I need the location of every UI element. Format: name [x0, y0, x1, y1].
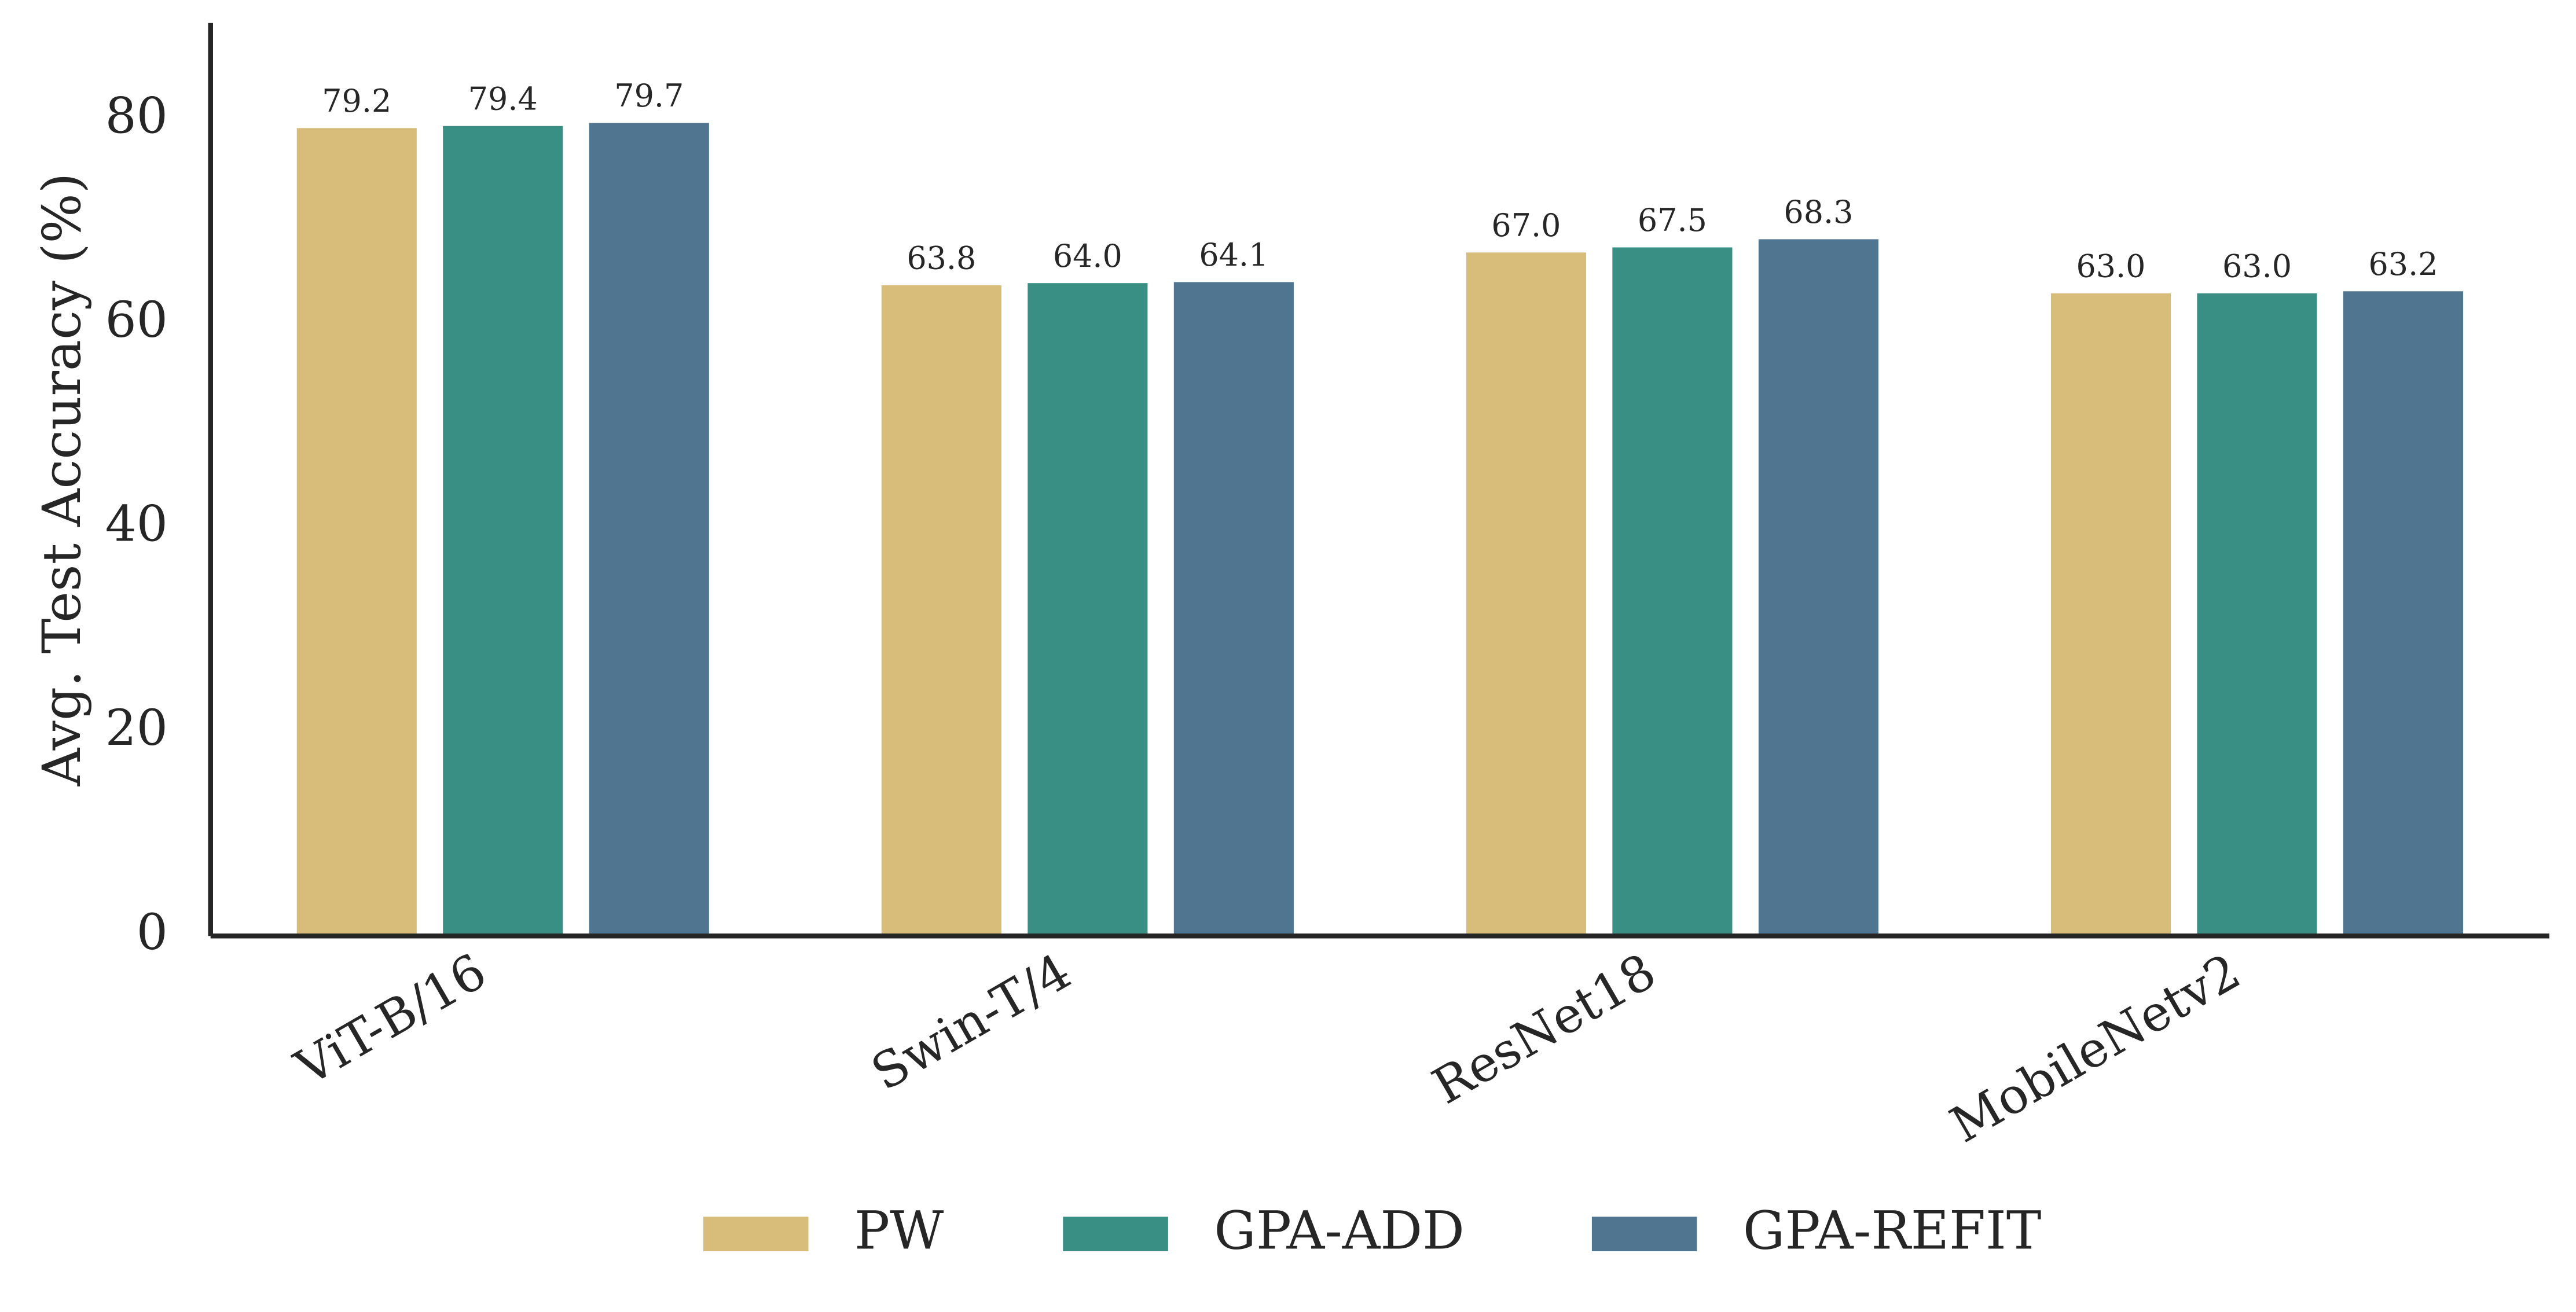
- legend-label: GPA-ADD: [1214, 1201, 1465, 1262]
- x-tick-label: Swin-T/4: [862, 943, 1080, 1102]
- legend-swatch: [703, 1217, 809, 1252]
- data-label: 63.0: [2076, 248, 2145, 284]
- data-label: 64.0: [1053, 238, 1122, 274]
- bar: [2197, 293, 2317, 936]
- data-label: 63.8: [907, 240, 976, 276]
- legend-swatch: [1591, 1217, 1697, 1252]
- data-label: 79.2: [322, 83, 391, 119]
- data-label: 64.1: [1199, 237, 1268, 273]
- x-tick-label: ViT-B/16: [285, 943, 496, 1097]
- data-label: 63.2: [2369, 246, 2438, 282]
- bar: [881, 285, 1001, 936]
- y-axis-label: Avg. Test Accuracy (%): [32, 173, 93, 787]
- legend-label: GPA-REFIT: [1743, 1201, 2042, 1262]
- legend-label: PW: [854, 1201, 944, 1262]
- bar: [2343, 291, 2464, 936]
- data-label: 79.7: [614, 78, 684, 114]
- bar: [1173, 282, 1294, 936]
- y-tick-label: 0: [137, 904, 168, 961]
- bar: [589, 123, 709, 936]
- data-label: 67.5: [1638, 202, 1707, 238]
- bar: [443, 126, 563, 936]
- bar: [296, 128, 417, 936]
- bar: [1612, 247, 1733, 936]
- data-label: 79.4: [468, 80, 538, 117]
- x-tick-label: MobileNetv2: [1941, 943, 2250, 1154]
- y-tick-label: 60: [105, 292, 168, 349]
- y-tick-label: 40: [105, 496, 168, 553]
- legend-swatch: [1063, 1217, 1168, 1252]
- bar: [1028, 283, 1148, 936]
- data-label: 63.0: [2222, 248, 2292, 284]
- data-label: 68.3: [1784, 194, 1853, 230]
- x-tick-label: ResNet18: [1423, 943, 1665, 1115]
- data-label: 67.0: [1491, 207, 1561, 244]
- y-tick-label: 80: [105, 88, 168, 145]
- bar: [1758, 239, 1879, 936]
- bar: [1466, 252, 1586, 936]
- bar: [2050, 293, 2171, 936]
- y-tick-label: 20: [105, 700, 168, 757]
